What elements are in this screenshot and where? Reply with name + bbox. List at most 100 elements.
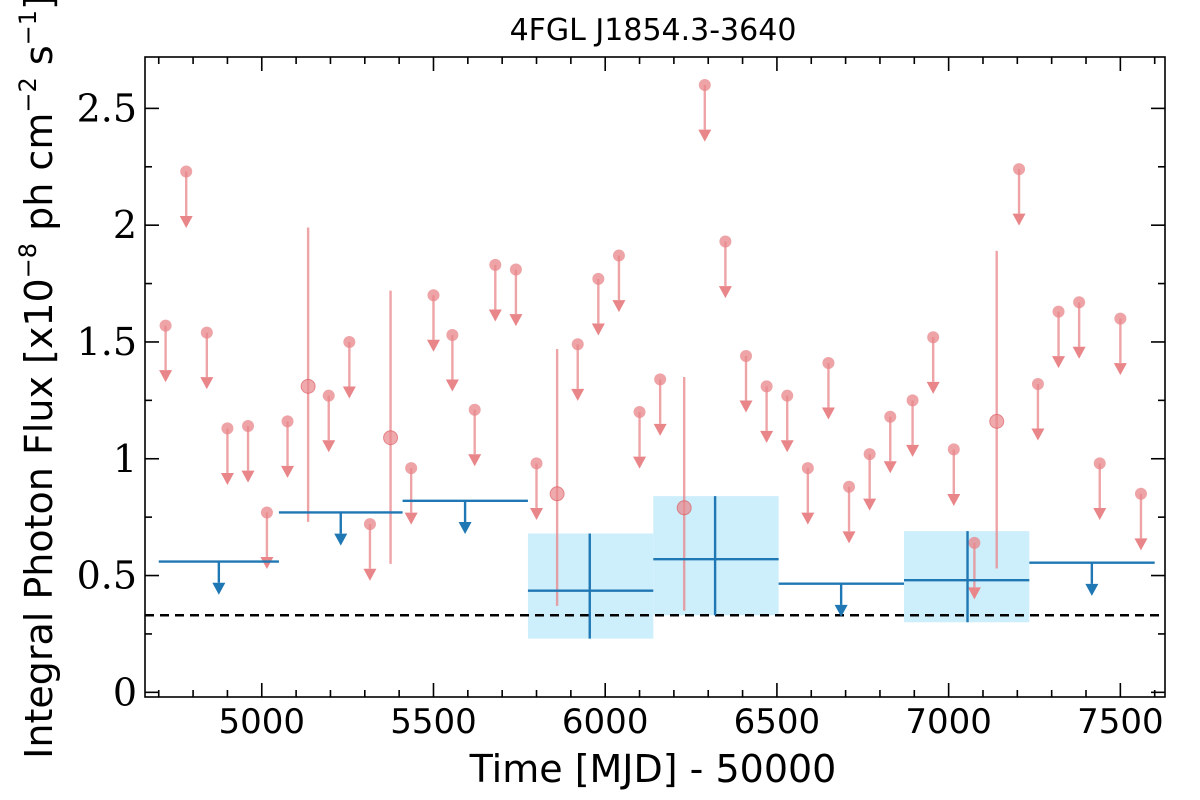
monthly-ul-arrow bbox=[612, 300, 626, 313]
axis-ticks: 5000 5500 6000 6500 7000 7500 0 0.5 1 1.5 2 2.5 bbox=[77, 57, 1165, 742]
x-axis-label: Time [MJD] - 50000 bbox=[469, 747, 837, 791]
y-axis-label-suffix: ] bbox=[17, 0, 61, 10]
monthly-det-point bbox=[383, 430, 399, 446]
monthly-ul-arrow bbox=[1134, 538, 1148, 551]
monthly-ul-arrow bbox=[780, 440, 794, 453]
yearly-ul-arrow bbox=[212, 582, 226, 595]
monthly-ul-point bbox=[719, 235, 732, 248]
monthly-det-point bbox=[549, 486, 565, 502]
monthly-ul-point bbox=[740, 349, 753, 362]
monthly-ul-point bbox=[446, 328, 459, 341]
y-tick-label: 2.5 bbox=[77, 86, 137, 130]
monthly-ul-point bbox=[947, 443, 960, 456]
monthly-ul-arrow bbox=[200, 377, 214, 390]
monthly-ul-arrow bbox=[698, 129, 712, 142]
monthly-ul-point bbox=[221, 422, 234, 435]
monthly-ul-point bbox=[571, 338, 584, 351]
monthly-ul-point bbox=[405, 462, 418, 475]
monthly-ul-arrow bbox=[633, 456, 647, 469]
monthly-ul-arrow bbox=[445, 379, 459, 392]
monthly-ul-arrow bbox=[801, 512, 815, 525]
y-tick-label: 1 bbox=[113, 437, 137, 481]
monthly-ul-point bbox=[633, 406, 646, 419]
monthly-ul-arrow bbox=[926, 381, 940, 394]
monthly-ul-arrow bbox=[509, 314, 523, 327]
monthly-ul-arrow bbox=[1113, 363, 1127, 376]
x-tick-label: 5500 bbox=[390, 702, 477, 742]
y-tick-label: 1.5 bbox=[77, 320, 137, 364]
monthly-ul-arrow bbox=[1012, 213, 1026, 226]
monthly-ul-arrow bbox=[468, 454, 482, 467]
monthly-ul-point bbox=[801, 462, 814, 475]
monthly-ul-point bbox=[654, 373, 667, 386]
monthly-ul-point bbox=[281, 415, 294, 428]
monthly-ul-arrow bbox=[260, 557, 274, 570]
monthly-ul-point bbox=[592, 272, 605, 285]
monthly-ul-point bbox=[927, 331, 940, 344]
monthly-det-point bbox=[989, 413, 1005, 429]
y-axis-label-prefix: Integral Photon Flux [x10 bbox=[17, 278, 61, 759]
monthly-ul-point bbox=[760, 380, 773, 393]
monthly-ul-arrow bbox=[404, 512, 418, 525]
monthly-ul-arrow bbox=[821, 407, 835, 420]
x-tick-label: 7000 bbox=[905, 702, 992, 742]
monthly-ul-arrow bbox=[571, 388, 585, 401]
monthly-ul-point bbox=[343, 335, 356, 348]
x-tick-label: 5000 bbox=[219, 702, 306, 742]
monthly-ul-arrow bbox=[426, 339, 440, 352]
monthly-ul-point bbox=[781, 389, 794, 402]
monthly-ul-arrow bbox=[883, 461, 897, 474]
monthly-ul-arrow bbox=[1072, 346, 1086, 359]
monthly-det-point bbox=[676, 500, 692, 516]
monthly-ul-point bbox=[612, 249, 625, 262]
y-axis-label-exp1: −8 bbox=[14, 243, 42, 278]
monthly-ul-point bbox=[200, 326, 213, 339]
monthly-ul-arrow bbox=[739, 400, 753, 413]
monthly-ul-arrow bbox=[342, 386, 356, 399]
monthly-ul-point bbox=[884, 410, 897, 423]
monthly-ul-arrow bbox=[241, 470, 255, 483]
monthly-ul-arrow bbox=[1093, 507, 1107, 520]
monthly-ul-arrow bbox=[159, 370, 173, 383]
monthly-ul-arrow bbox=[363, 568, 377, 581]
monthly-ul-arrow bbox=[281, 465, 295, 478]
monthly-ul-arrow bbox=[488, 309, 502, 322]
monthly-ul-point bbox=[1114, 312, 1127, 325]
plot-frame bbox=[144, 56, 1166, 698]
monthly-ul-arrow bbox=[1031, 428, 1045, 441]
x-tick-label: 6500 bbox=[734, 702, 821, 742]
monthly-ul-point bbox=[1052, 305, 1065, 318]
monthly-ul-point bbox=[260, 506, 273, 519]
monthly-ul-arrow bbox=[863, 498, 877, 511]
monthly-ul-arrow bbox=[967, 587, 981, 600]
yearly-ul-arrow bbox=[458, 521, 472, 534]
monthly-ul-arrow bbox=[1052, 356, 1066, 369]
y-axis-label-exp3: −1 bbox=[14, 10, 42, 45]
monthly-ul-point bbox=[968, 536, 981, 549]
monthly-ul-point bbox=[363, 518, 376, 531]
monthly-ul-point bbox=[242, 420, 255, 433]
yearly-ul-arrow bbox=[334, 533, 348, 546]
monthly-ul-arrow bbox=[220, 472, 234, 485]
monthly-ul-point bbox=[427, 289, 440, 302]
yearly-ul-arrow bbox=[834, 604, 848, 617]
y-tick-label: 0.5 bbox=[77, 554, 137, 598]
monthly-ul-arrow bbox=[906, 444, 920, 457]
monthly-ul-arrow bbox=[591, 323, 605, 336]
monthly-ul-point bbox=[468, 403, 481, 416]
monthly-ul-arrow bbox=[947, 493, 961, 506]
y-tick-label: 2 bbox=[113, 203, 137, 247]
monthly-det-point bbox=[300, 378, 316, 394]
monthly-ul-point bbox=[489, 258, 502, 271]
chart-title: 4FGL J1854.3-3640 bbox=[510, 13, 797, 48]
y-axis-label-exp2: −2 bbox=[14, 77, 42, 112]
monthly-ul-point bbox=[906, 394, 919, 407]
monthly-ul-point bbox=[509, 263, 522, 276]
y-axis-label-mid: ph cm bbox=[17, 113, 61, 243]
monthly-ul-point bbox=[1134, 487, 1147, 500]
monthly-ul-point bbox=[1073, 296, 1086, 309]
monthly-ul-arrow bbox=[530, 507, 544, 520]
y-tick-label: 0 bbox=[113, 670, 137, 714]
monthly-ul-point bbox=[159, 319, 172, 332]
